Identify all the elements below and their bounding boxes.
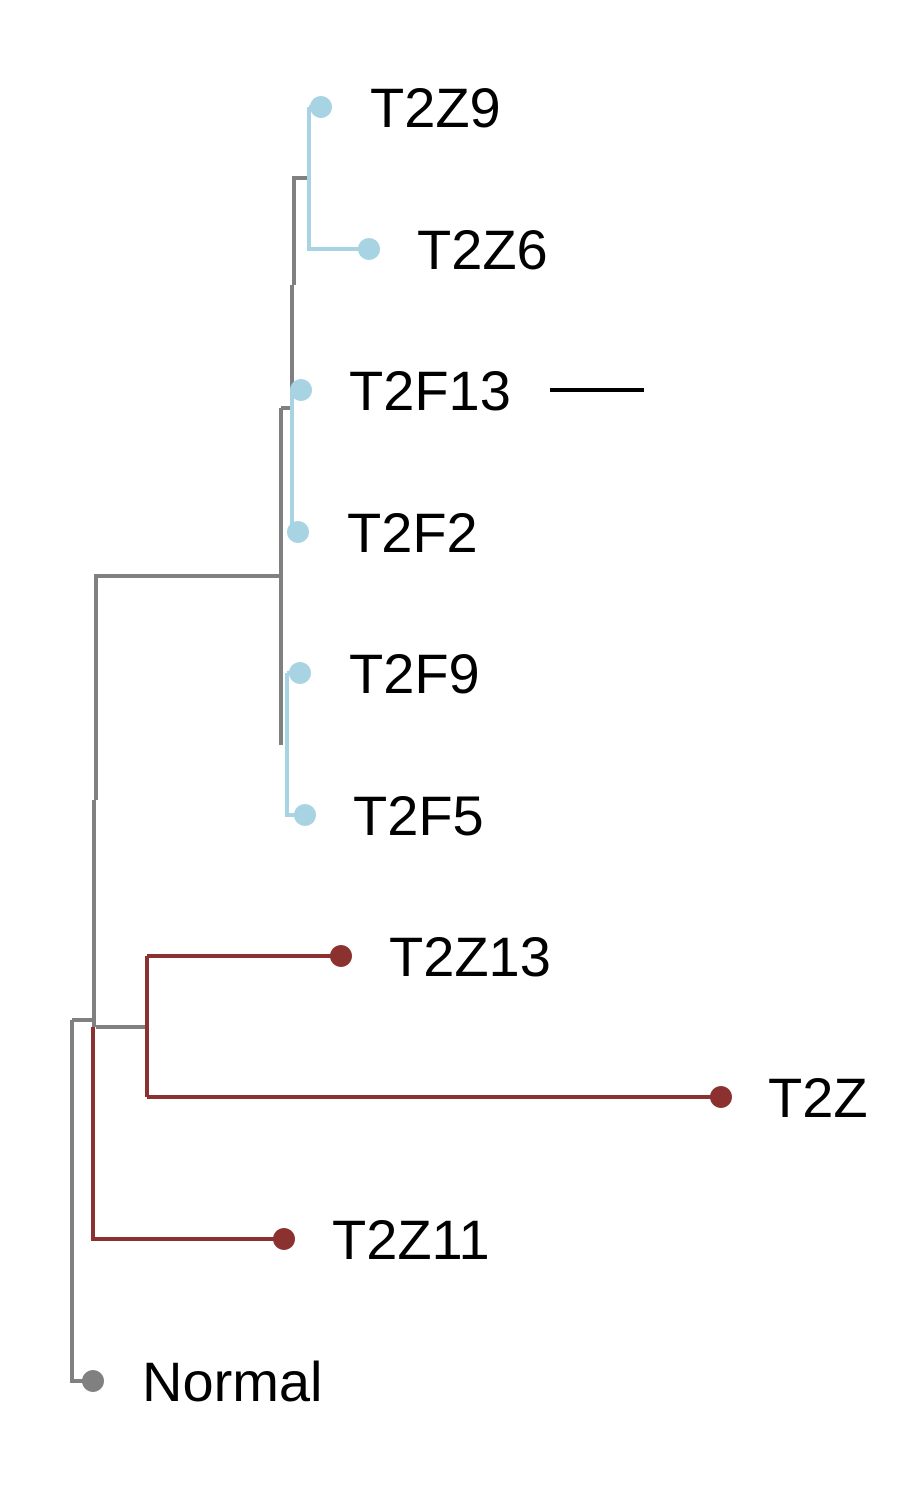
leaf-t2f13: T2F13 bbox=[290, 359, 511, 422]
leaf-t2z11: T2Z11 bbox=[273, 1208, 490, 1271]
branch-t2z9-t2z6 bbox=[307, 107, 369, 251]
leaf-t2f9: T2F9 bbox=[289, 642, 480, 705]
leaf-tip-t2z9 bbox=[310, 96, 332, 118]
leaf-t2z13: T2Z13 bbox=[330, 925, 551, 988]
branch-blue-top bbox=[292, 176, 309, 285]
leaf-label-t2f2: T2F2 bbox=[347, 501, 478, 564]
leaf-label-t2z13: T2Z13 bbox=[389, 925, 551, 988]
leaf-label-t2f9: T2F9 bbox=[349, 642, 480, 705]
branch-t2f13-t2f2 bbox=[290, 390, 298, 534]
leaf-label-t2z: T2Z bbox=[768, 1066, 868, 1129]
leaf-label-t2f13: T2F13 bbox=[349, 359, 511, 422]
leaf-tip-normal bbox=[82, 1370, 104, 1392]
leaf-label-t2z11: T2Z11 bbox=[332, 1208, 490, 1271]
leaf-label-t2f5: T2F5 bbox=[353, 784, 484, 847]
branch-t2f9-t2f5 bbox=[285, 673, 305, 817]
leaf-tip-t2z13 bbox=[330, 945, 352, 967]
red-branches bbox=[91, 954, 721, 1241]
leaf-normal: Normal bbox=[82, 1350, 322, 1413]
leaf-tip-t2z11 bbox=[273, 1228, 295, 1250]
branch-to-blue-clade bbox=[94, 574, 281, 800]
blue-branches bbox=[285, 105, 369, 817]
leaf-t2z9: T2Z9 bbox=[310, 76, 501, 139]
leaf-tip-t2f5 bbox=[294, 804, 316, 826]
branch-root-normal bbox=[70, 1020, 93, 1383]
leaves: T2Z9 T2Z6 T2F13 T2F2 T2F9 T2F5 T2Z13 T2Z T2Z11 No… bbox=[82, 76, 868, 1413]
leaf-t2z: T2Z bbox=[710, 1066, 868, 1129]
branch-t2z11 bbox=[91, 1027, 284, 1241]
leaf-label-t2z9: T2Z9 bbox=[370, 76, 501, 139]
leaf-t2f2: T2F2 bbox=[287, 501, 478, 564]
leaf-label-t2z6: T2Z6 bbox=[417, 218, 548, 281]
leaf-tip-t2f9 bbox=[289, 662, 311, 684]
grey-branches bbox=[70, 176, 309, 1383]
leaf-label-normal: Normal bbox=[142, 1350, 322, 1413]
leaf-t2f5: T2F5 bbox=[294, 784, 484, 847]
leaf-tip-t2f13 bbox=[290, 379, 312, 401]
leaf-tip-t2f2 bbox=[287, 521, 309, 543]
leaf-tip-t2z bbox=[710, 1086, 732, 1108]
leaf-t2z6: T2Z6 bbox=[358, 218, 548, 281]
leaf-tip-t2z6 bbox=[358, 238, 380, 260]
